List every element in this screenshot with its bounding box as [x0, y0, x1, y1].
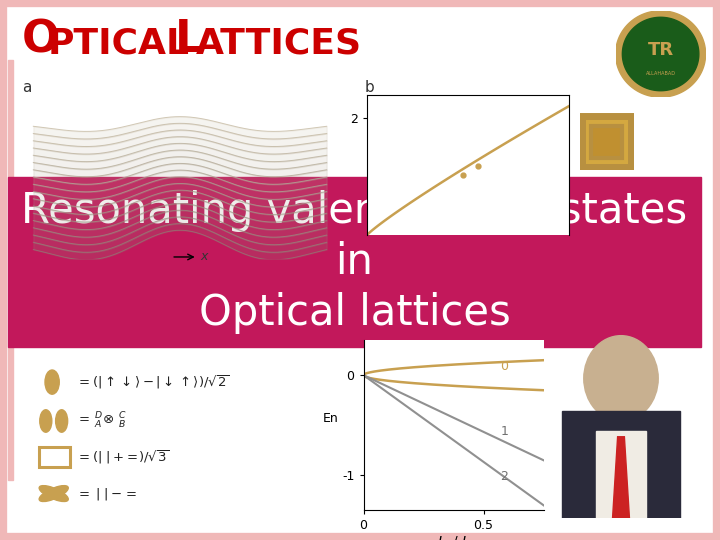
Text: $=\;|\;|-\!=$: $=\;|\;|-\!=$ — [76, 485, 137, 502]
Bar — [595, 431, 647, 518]
Text: b: b — [365, 80, 374, 95]
Text: $=\,^{D}_{A}\!\otimes\,^{C}_{B}$: $=\,^{D}_{A}\!\otimes\,^{C}_{B}$ — [76, 411, 127, 431]
Y-axis label: En: En — [323, 412, 339, 426]
Ellipse shape — [55, 410, 68, 432]
Text: a: a — [22, 80, 32, 95]
Text: c: c — [22, 240, 30, 255]
Bar — [562, 411, 680, 518]
Text: 0: 0 — [500, 360, 508, 373]
Text: in: in — [336, 241, 374, 283]
FancyBboxPatch shape — [592, 126, 622, 158]
Polygon shape — [613, 437, 629, 518]
Text: x: x — [201, 251, 208, 264]
Text: PTICAL: PTICAL — [48, 26, 190, 60]
Text: TR: TR — [647, 40, 674, 59]
Text: Resonating valence bond states: Resonating valence bond states — [22, 190, 688, 232]
Ellipse shape — [40, 410, 52, 432]
Text: $=(|\uparrow\downarrow\rangle-|\downarrow\uparrow\rangle)/\sqrt{2}$: $=(|\uparrow\downarrow\rangle-|\downarro… — [76, 373, 230, 391]
Text: O: O — [22, 18, 60, 62]
Text: $=(|\;|+\!=\!)/\sqrt{3}$: $=(|\;|+\!=\!)/\sqrt{3}$ — [76, 448, 170, 465]
Ellipse shape — [39, 485, 68, 502]
Circle shape — [584, 336, 658, 421]
Text: ALLAHABAD: ALLAHABAD — [646, 71, 675, 76]
Ellipse shape — [39, 485, 68, 502]
Bar — [40, 447, 70, 467]
Ellipse shape — [45, 370, 59, 394]
Text: Optical lattices: Optical lattices — [199, 292, 510, 334]
Bar — [8, 177, 701, 347]
Bar — [8, 60, 13, 480]
Text: 1: 1 — [500, 426, 508, 438]
X-axis label: $J_x\ /\ J_y$: $J_x\ /\ J_y$ — [434, 535, 473, 540]
Text: L: L — [175, 18, 203, 62]
Polygon shape — [622, 17, 699, 91]
FancyBboxPatch shape — [582, 116, 631, 167]
Text: ATTICES: ATTICES — [196, 26, 362, 60]
Text: 2: 2 — [500, 470, 508, 483]
Polygon shape — [616, 11, 706, 97]
